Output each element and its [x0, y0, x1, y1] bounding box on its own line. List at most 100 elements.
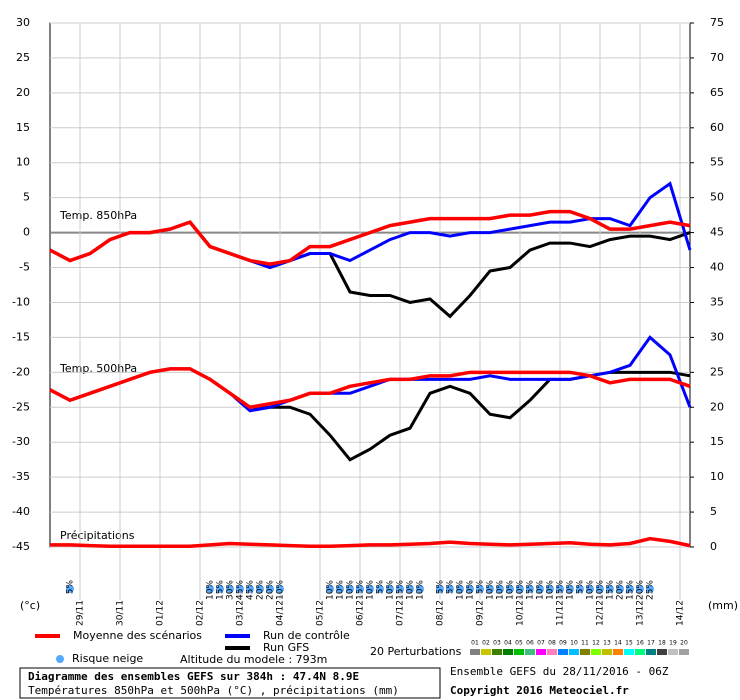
y-tick-label: -15 — [12, 330, 30, 343]
snow-flake — [576, 585, 584, 593]
y2-tick-label: 5 — [710, 505, 717, 518]
snow-flake — [226, 585, 234, 593]
x-tick-label: 06/12 — [356, 600, 366, 626]
perturbation-id: 06 — [526, 640, 534, 647]
snow-risk-label: 10% — [546, 580, 556, 600]
x-tick-label: 10/12 — [516, 600, 526, 626]
footer-box — [19, 667, 441, 699]
y2-tick-label: 15 — [710, 435, 724, 448]
y2-tick-label: 10 — [710, 470, 724, 483]
snow-flake — [386, 585, 394, 593]
snow-risk-label: 5% — [376, 580, 386, 595]
snow-flake — [406, 585, 414, 593]
snow-risk-label: 10% — [486, 580, 496, 600]
snow-risk-label: 5% — [436, 580, 446, 595]
snow-risk-label: 10% — [336, 580, 346, 600]
snow-risk-label: 10% — [276, 580, 286, 600]
snow-risk-label: 10% — [566, 580, 576, 600]
snow-flake — [216, 585, 224, 593]
snow-flake — [336, 585, 344, 593]
snow-risk-label: 10% — [536, 580, 546, 600]
y2-tick-label: 65 — [710, 86, 724, 99]
y-tick-label: 15 — [16, 121, 30, 134]
snow-flake — [66, 585, 74, 593]
snow-flake — [246, 585, 254, 593]
snow-risk-label: 20% — [256, 580, 266, 600]
y-tick-label: 5 — [23, 191, 30, 204]
snow-risk-label: 15% — [356, 580, 366, 600]
y-tick-label: -35 — [12, 470, 30, 483]
series-line — [50, 536, 691, 549]
y-unit: (°c) — [20, 599, 40, 612]
perturbation-swatch — [613, 649, 623, 655]
x-tick-label: 04/12 — [276, 600, 286, 626]
perturbation-id: 04 — [504, 640, 512, 647]
snow-risk-label: 15% — [556, 580, 566, 600]
x-tick-label: 30/11 — [116, 600, 126, 626]
footer-copyright: Copyright 2016 Meteociel.fr — [450, 684, 629, 697]
snow-flake — [636, 585, 644, 593]
snow-risk-label: 10% — [416, 580, 426, 600]
perturbation-label: 20 Perturbations — [370, 645, 462, 658]
snow-risk-label: 10% — [326, 580, 336, 600]
snow-risk-label: 10% — [406, 580, 416, 600]
snow-risk-label: 10% — [496, 580, 506, 600]
snow-flake — [396, 585, 404, 593]
y2-tick-label: 25 — [710, 365, 724, 378]
y2-tick-label: 20 — [710, 400, 724, 413]
snow-risk-label: 10% — [346, 580, 356, 600]
annotation: Temp. 850hPa — [59, 209, 137, 222]
x-tick-label: 11/12 — [556, 600, 566, 626]
snow-flake — [446, 585, 454, 593]
perturbation-swatch — [646, 649, 656, 655]
x-tick-label: 14/12 — [676, 600, 686, 626]
perturbation-swatch — [580, 649, 590, 655]
snow-risk-label: 10% — [506, 580, 516, 600]
x-tick-label: 29/11 — [76, 600, 86, 626]
perturbation-swatch — [470, 649, 480, 655]
snow-flake — [566, 585, 574, 593]
y-tick-label: 10 — [16, 156, 30, 169]
x-tick-label: 07/12 — [396, 600, 406, 626]
perturbation-swatch — [536, 649, 546, 655]
snow-risk-label: 10% — [596, 580, 606, 600]
snow-risk-label: 5% — [476, 580, 486, 595]
perturbation-id: 19 — [669, 640, 677, 647]
snow-flake — [596, 585, 604, 593]
annotation: Temp. 500hPa — [59, 362, 137, 375]
snow-flake — [606, 585, 614, 593]
perturbation-id: 08 — [548, 640, 556, 647]
perturbation-id: 09 — [559, 640, 567, 647]
y2-tick-label: 50 — [710, 191, 724, 204]
snow-flake — [506, 585, 514, 593]
perturbation-swatch — [591, 649, 601, 655]
snow-risk-label: 15% — [626, 580, 636, 600]
legend-label: Run de contrôle — [263, 629, 350, 642]
snow-risk-label: 20% — [616, 580, 626, 600]
x-tick-label: 01/12 — [156, 600, 166, 626]
perturbation-swatch — [657, 649, 667, 655]
y2-tick-label: 70 — [710, 51, 724, 64]
y2-tick-label: 0 — [710, 540, 717, 553]
x-tick-label: 08/12 — [436, 600, 446, 626]
y-tick-label: -20 — [12, 365, 30, 378]
snow-flake — [416, 585, 424, 593]
y2-tick-label: 30 — [710, 330, 724, 343]
snow-risk-label: 10% — [206, 580, 216, 600]
perturbation-id: 01 — [471, 640, 479, 647]
snow-flake — [616, 585, 624, 593]
y2-tick-label: 75 — [710, 16, 724, 29]
x-tick-label: 12/12 — [596, 600, 606, 626]
snow-flake — [236, 585, 244, 593]
snow-flake — [526, 585, 534, 593]
snow-risk-label: 5% — [446, 580, 456, 595]
x-tick-label: 03/12 — [236, 600, 246, 626]
perturbation-swatch — [514, 649, 524, 655]
perturbation-swatch — [668, 649, 678, 655]
snow-flake — [276, 585, 284, 593]
snow-risk-label: 5% — [66, 580, 76, 595]
snow-risk-label: 15% — [216, 580, 226, 600]
legend-label: Risque neige — [72, 652, 143, 665]
snow-flake — [326, 585, 334, 593]
